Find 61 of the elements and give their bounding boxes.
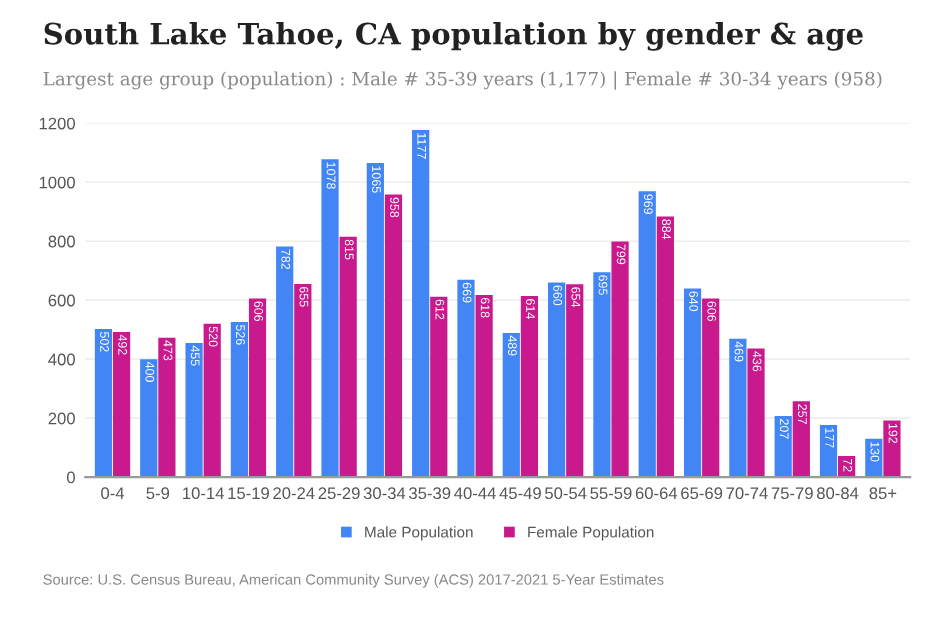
bar [294,283,312,478]
bar [611,241,629,478]
y-tick-label: 200 [48,412,75,425]
bar [774,416,792,478]
x-tick-label: 15-19 [228,487,269,500]
x-tick-label: 30-34 [363,487,406,500]
x-tick-label: 65-69 [681,487,723,500]
chart-subtitle: Largest age group (population) : Male # 35-39 years (1,177) | Female # 30-34 years (958) [43,71,882,90]
x-tick-label: 25-29 [318,487,360,500]
bar [140,359,158,478]
bar [475,294,493,478]
bar [158,337,176,478]
x-tick-label: 40-44 [454,487,496,500]
bar [339,236,357,478]
x-tick-label: 70-74 [726,487,768,500]
bar [792,401,810,478]
bar [94,329,113,478]
x-tick-label: 5-9 [146,487,170,500]
bar [185,342,203,478]
x-tick-label: 85+ [869,487,897,500]
y-tick-label: 1000 [39,176,75,189]
bar [384,194,403,478]
bar [566,284,584,478]
chart-title: South Lake Tahoe, CA population by gender & age [44,22,863,51]
bar [593,272,611,478]
y-tick-label: 800 [48,235,75,248]
bar [276,246,294,478]
bar [412,130,430,478]
y-tick-label: 1200 [39,117,75,130]
bar [502,332,520,478]
x-tick-label: 55-59 [590,487,632,500]
y-tick-label: 600 [48,294,75,307]
bar [702,298,720,478]
x-tick-label: 20-24 [273,487,315,500]
y-tick-label: 400 [48,353,75,366]
bar [819,424,838,478]
bar [321,159,339,478]
x-tick-label: 50-54 [545,487,587,500]
bar [883,420,901,478]
x-tick-label: 35-39 [409,487,451,500]
bar [729,338,747,478]
bar [683,288,702,478]
x-tick-label: 75-79 [771,487,813,500]
x-tick-label: 60-64 [635,487,678,500]
x-tick-label: 10-14 [183,487,224,500]
bar [430,296,448,478]
bar [747,348,765,478]
x-tick-label: 45-49 [499,487,541,500]
x-tick-label: 80-84 [816,487,859,500]
bar [548,282,566,478]
bar [112,332,131,478]
bar [638,191,656,478]
bar [656,216,674,478]
bar [457,279,475,478]
x-tick-label: 0-4 [101,487,125,500]
bar [248,298,267,478]
bar [366,163,384,478]
bar [230,322,249,478]
bar [203,323,221,478]
bar [520,296,539,478]
y-tick-label: 0 [66,471,75,484]
